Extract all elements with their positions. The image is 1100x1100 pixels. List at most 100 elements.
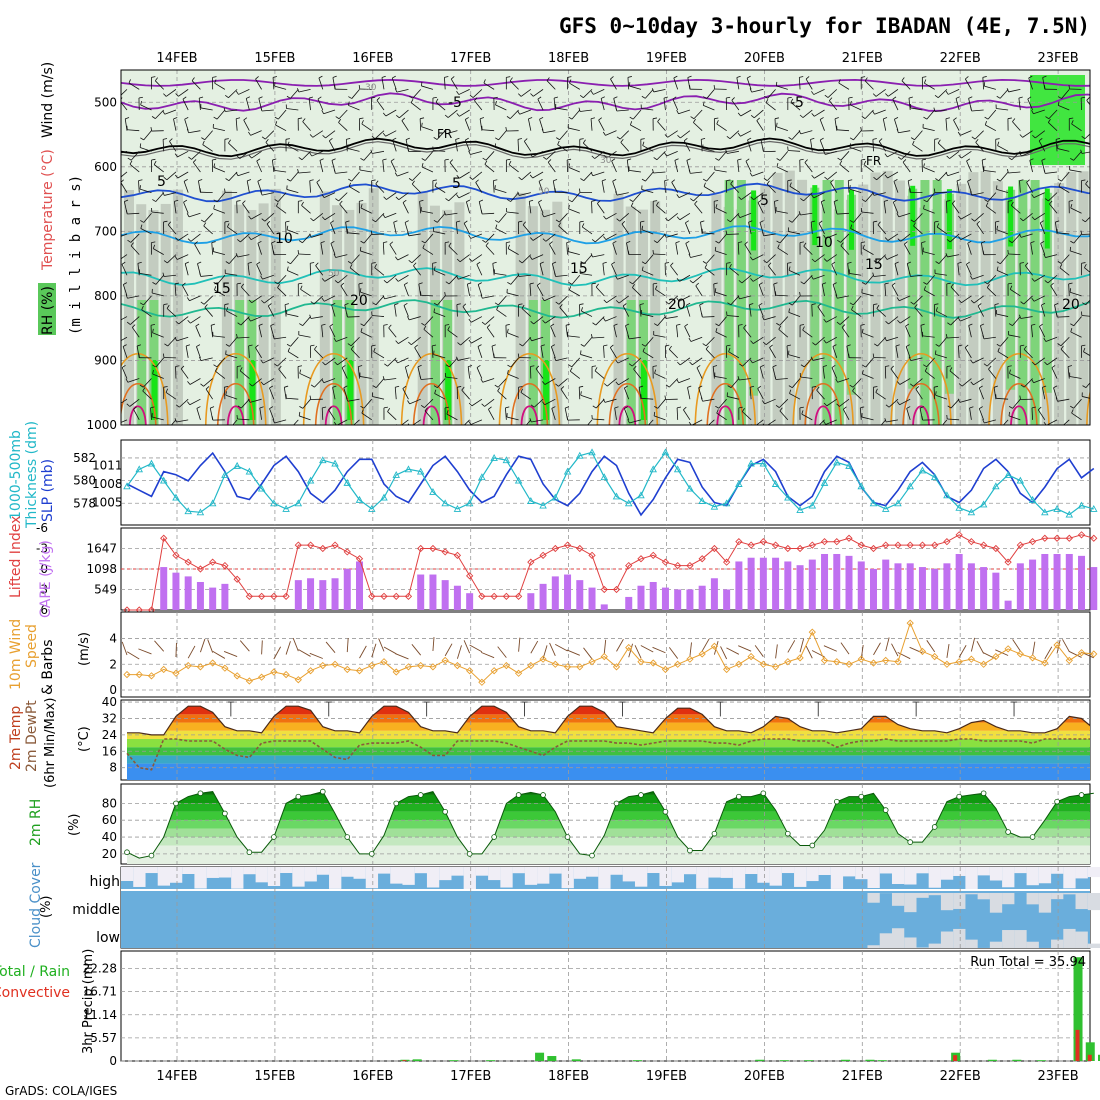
- wind-barb: [566, 416, 569, 421]
- wind-barb: [568, 127, 580, 132]
- wind-barb: [791, 130, 801, 140]
- wind-barb: [776, 162, 779, 168]
- wind10-barb: [456, 645, 462, 659]
- wind-barb: [761, 316, 765, 321]
- wind-barb: [894, 119, 899, 131]
- wind-barb: [287, 347, 290, 352]
- wind-barb: [247, 261, 252, 264]
- wind-barb: [456, 194, 460, 199]
- wind-barb: [423, 329, 434, 338]
- wind-barb: [641, 95, 646, 99]
- wind-barb: [347, 316, 360, 318]
- wind-barb: [861, 158, 866, 161]
- wind-barb: [455, 137, 460, 140]
- wind-barb: [583, 254, 593, 264]
- wind-barb: [789, 389, 792, 394]
- wind-barb: [175, 320, 179, 325]
- wind-barb: [195, 323, 200, 327]
- wind-barb: [946, 365, 951, 367]
- wind-barb: [885, 320, 889, 325]
- rh-grey-patch: [1066, 171, 1077, 425]
- wind-barb: [886, 336, 899, 342]
- warm-contour: [814, 405, 833, 425]
- wind-barb: [757, 388, 764, 400]
- wind-barb: [546, 77, 550, 81]
- wind-barb: [923, 204, 925, 209]
- wind-barb: [605, 316, 617, 322]
- wind-barb: [1081, 96, 1086, 99]
- wind-barb: [895, 344, 900, 347]
- wind-barb: [790, 102, 801, 111]
- wind-barb: [895, 345, 899, 358]
- wind-barb: [293, 419, 299, 425]
- wind-barb: [213, 364, 218, 368]
- wind-barb: [331, 158, 336, 161]
- wind-barb: [704, 264, 708, 268]
- wind-barb: [1033, 295, 1045, 302]
- precip-total-bar: [1073, 957, 1083, 1061]
- wind-barb: [800, 376, 813, 379]
- wind-barb: [392, 139, 397, 152]
- wind-barb: [945, 118, 948, 131]
- li-point: [221, 561, 229, 570]
- wind-barb: [727, 302, 732, 306]
- wind-barb: [480, 294, 483, 299]
- rh-point: [1005, 829, 1011, 835]
- wind-barb: [1025, 262, 1029, 266]
- li-point: [466, 572, 474, 580]
- wind-barb: [804, 162, 813, 173]
- wind-barb: [861, 211, 874, 214]
- wind-barb: [799, 406, 804, 409]
- wind-barb: [671, 182, 679, 193]
- wind-barb: [1033, 378, 1045, 384]
- wind-barb: [747, 139, 752, 152]
- wind-barb: [141, 305, 144, 310]
- wind-barb: [716, 409, 719, 414]
- wind-barb: [831, 261, 836, 265]
- li-point: [257, 592, 266, 600]
- wind-barb: [361, 412, 372, 421]
- wind-barb: [687, 387, 691, 400]
- wind-barb: [530, 320, 534, 325]
- wind-barb: [690, 171, 703, 174]
- wind-barb: [169, 138, 173, 142]
- wind-barb: [520, 388, 523, 393]
- wind-barb: [557, 144, 568, 152]
- wind-barb: [714, 376, 727, 379]
- cape-bar: [441, 580, 449, 610]
- wind-barb: [1020, 233, 1033, 238]
- wind-barb: [560, 388, 568, 400]
- wind-barb: [983, 336, 996, 340]
- wind-barb: [167, 221, 172, 226]
- wind-barb: [1045, 116, 1050, 120]
- wind-barb: [481, 321, 486, 325]
- wind-barb: [685, 243, 691, 255]
- wind-barb: [211, 323, 216, 326]
- wind-barb: [811, 174, 815, 179]
- wind-barb: [137, 261, 142, 264]
- wind-barb: [713, 84, 716, 90]
- temperature-contour: [121, 267, 1090, 287]
- li-point: [490, 592, 498, 600]
- wind-barb: [864, 109, 874, 119]
- cape-bar: [172, 572, 180, 610]
- wind-barb: [1031, 406, 1036, 409]
- wind-barb: [984, 199, 989, 202]
- wind-barb: [180, 368, 189, 379]
- wind-barb: [969, 407, 972, 420]
- wind-barb: [421, 85, 434, 90]
- wind-barb: [788, 150, 801, 152]
- wind10-barb: [823, 645, 837, 652]
- wind-barb: [121, 182, 128, 193]
- wind-barb: [390, 160, 397, 173]
- wind-barb: [397, 254, 409, 261]
- wind-barb: [883, 117, 888, 120]
- wind-barb: [592, 254, 605, 258]
- wind-barb: [657, 233, 666, 244]
- rh-label-50-b: 50: [328, 269, 340, 279]
- wind-barb: [579, 220, 584, 223]
- wind10-point: [637, 658, 645, 666]
- wind-barb: [1031, 110, 1034, 114]
- wind-barb: [324, 274, 336, 282]
- rh-point: [613, 800, 620, 807]
